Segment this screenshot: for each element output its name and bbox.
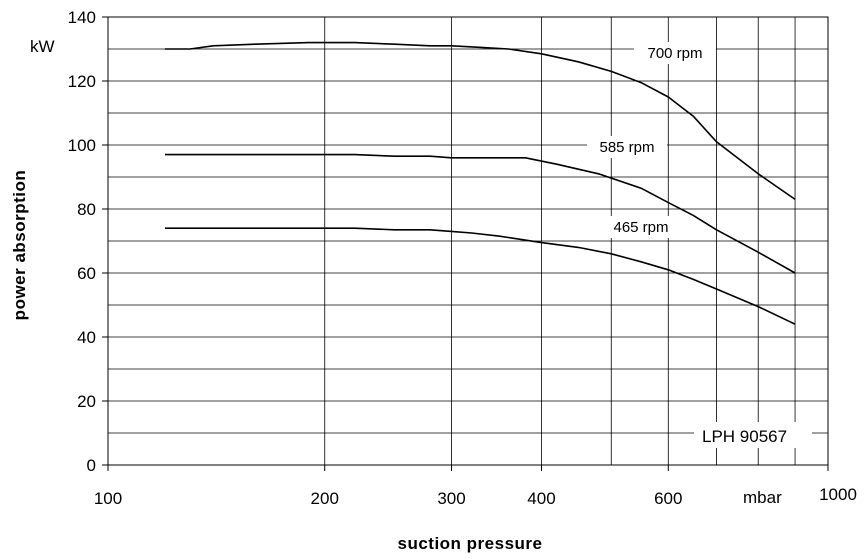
y-tick-label: 40 bbox=[77, 328, 96, 347]
x-axis-ticks: 100 200 300 400 600 1000 bbox=[94, 465, 857, 508]
x-axis-unit: mbar bbox=[743, 488, 782, 507]
curve-465-rpm bbox=[165, 227, 796, 325]
curve-label: 585 rpm bbox=[599, 139, 654, 156]
curve-700-rpm bbox=[165, 41, 796, 201]
y-axis-title: power absorption bbox=[10, 170, 29, 321]
x-tick-label: 600 bbox=[654, 489, 682, 508]
model-code-background bbox=[694, 422, 812, 448]
y-tick-label: 0 bbox=[87, 456, 96, 475]
y-tick-label: 100 bbox=[68, 136, 96, 155]
plot-frame bbox=[107, 16, 829, 466]
x-tick-label: 200 bbox=[311, 489, 339, 508]
curve-585-rpm bbox=[165, 153, 796, 274]
y-tick-label: 60 bbox=[77, 264, 96, 283]
curve-labels: 700 rpm 585 rpm 465 rpm bbox=[587, 42, 716, 238]
x-tick-label: 1000 bbox=[819, 485, 857, 504]
y-tick-label: 80 bbox=[77, 200, 96, 219]
curve-label-background bbox=[587, 136, 667, 158]
x-tick-label: 400 bbox=[527, 489, 555, 508]
y-tick-label: 120 bbox=[68, 72, 96, 91]
curve-label: 465 rpm bbox=[613, 219, 668, 236]
curve-label-background bbox=[634, 42, 716, 64]
y-axis-ticks: 0 20 40 60 80 100 120 140 bbox=[68, 8, 108, 475]
y-tick-label: 140 bbox=[68, 8, 96, 27]
curve-label-background bbox=[601, 216, 681, 238]
x-tick-label: 100 bbox=[94, 489, 122, 508]
x-axis-title: suction pressure bbox=[398, 534, 543, 553]
model-code-label: LPH 90567 bbox=[702, 427, 787, 446]
y-tick-label: 20 bbox=[77, 392, 96, 411]
y-axis-unit: kW bbox=[30, 37, 55, 56]
x-tick-label: 300 bbox=[437, 489, 465, 508]
curve-label: 700 rpm bbox=[647, 45, 702, 62]
curves bbox=[165, 41, 796, 325]
grid bbox=[108, 17, 828, 465]
